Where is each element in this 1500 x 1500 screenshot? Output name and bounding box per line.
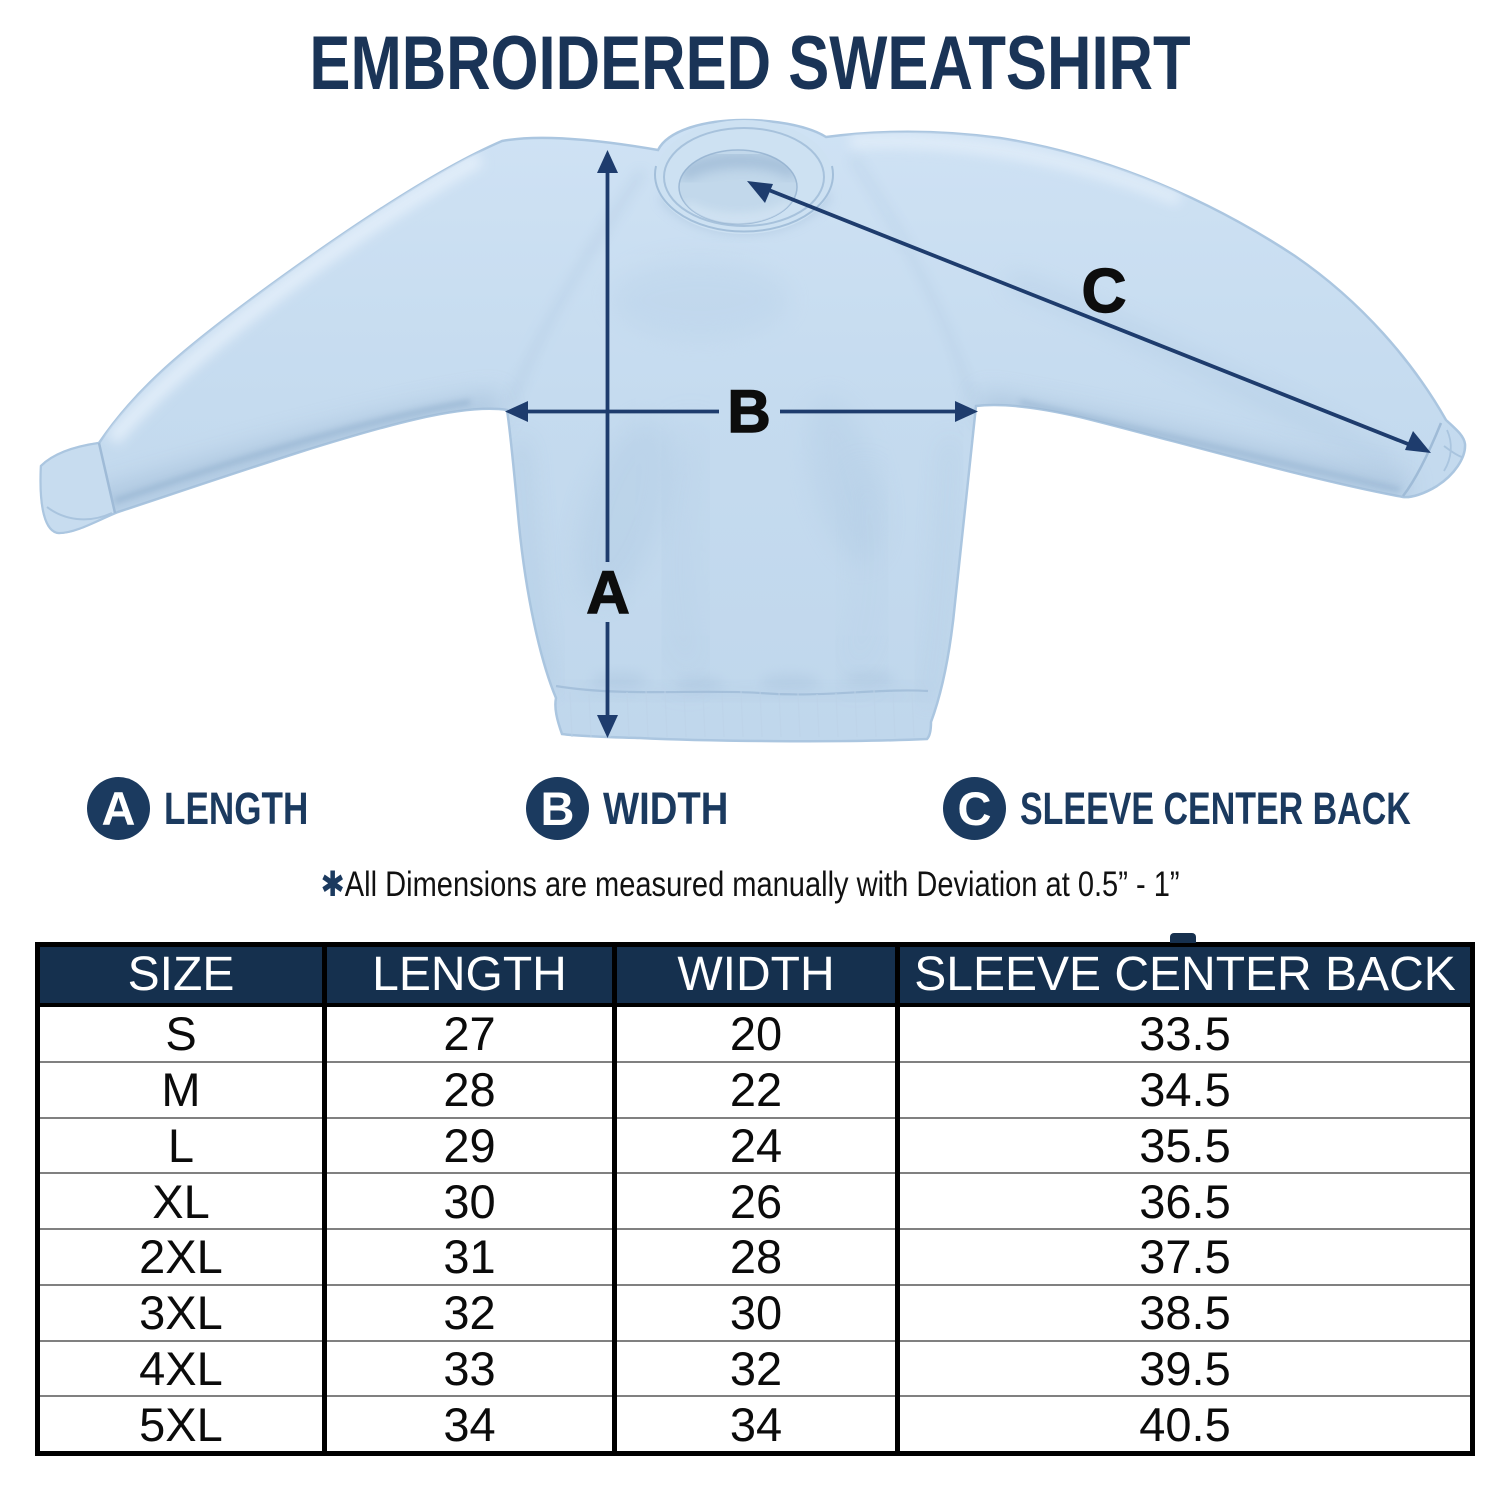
svg-text:A: A [586, 559, 629, 626]
svg-text:B: B [727, 378, 770, 445]
svg-text:C: C [1082, 257, 1127, 326]
